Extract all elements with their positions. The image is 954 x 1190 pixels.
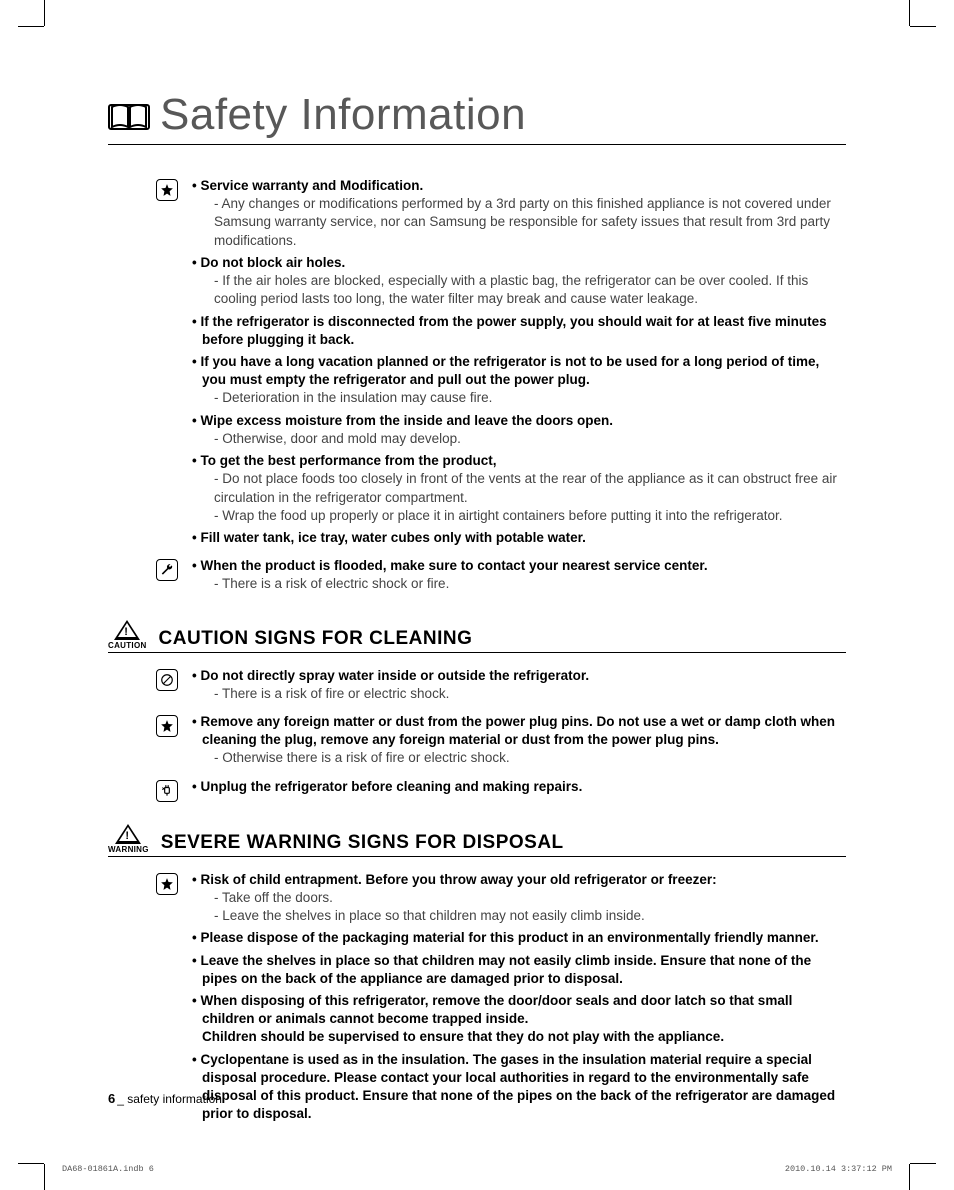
list-item: Wipe excess moisture from the inside and… <box>192 412 846 448</box>
info-block-star: Remove any foreign matter or dust from t… <box>108 713 846 772</box>
item-lead: When the product is flooded, make sure t… <box>202 558 708 573</box>
item-lead: Cyclopentane is used as in the insulatio… <box>202 1052 835 1122</box>
list-item: Unplug the refrigerator before cleaning … <box>192 778 846 796</box>
print-file: DA68-01861A.indb 6 <box>62 1164 154 1174</box>
info-block-plug: Unplug the refrigerator before cleaning … <box>108 778 846 802</box>
item-lead: Wipe excess moisture from the inside and… <box>202 413 613 428</box>
list-item: If the refrigerator is disconnected from… <box>192 313 846 349</box>
crop-mark <box>18 26 44 27</box>
page-number: 6 <box>108 1091 115 1106</box>
caution-badge: ! CAUTION <box>108 620 147 650</box>
info-block-star: Risk of child entrapment. Before you thr… <box>108 871 846 1128</box>
item-sub: - Take off the doors. <box>202 889 846 907</box>
list-item: When the product is flooded, make sure t… <box>192 557 846 593</box>
item-sub: - There is a risk of electric shock or f… <box>202 575 846 593</box>
item-sub: - Otherwise there is a risk of fire or e… <box>202 749 846 767</box>
star-icon <box>156 179 178 201</box>
item-lead: Unplug the refrigerator before cleaning … <box>202 779 582 794</box>
page-title: Safety Information <box>160 90 526 140</box>
list-item: If you have a long vacation planned or t… <box>192 353 846 408</box>
star-icon <box>156 715 178 737</box>
item-lead: If the refrigerator is disconnected from… <box>202 314 827 347</box>
prohibit-icon <box>156 669 178 691</box>
list-item: Do not directly spray water inside or ou… <box>192 667 846 703</box>
section-head-cleaning: ! CAUTION CAUTION SIGNS FOR CLEANING <box>108 620 846 653</box>
item-trail: Children should be supervised to ensure … <box>202 1028 846 1046</box>
item-sub: - Do not place foods too closely in fron… <box>202 470 846 506</box>
list-item: Remove any foreign matter or dust from t… <box>192 713 846 768</box>
section-title: SEVERE WARNING SIGNS FOR DISPOSAL <box>161 832 564 854</box>
list-item: When disposing of this refrigerator, rem… <box>192 992 846 1047</box>
item-sub: - Any changes or modifications performed… <box>202 195 846 250</box>
item-sub: - Deterioration in the insulation may ca… <box>202 389 846 407</box>
print-metadata: DA68-01861A.indb 6 2010.10.14 3:37:12 PM <box>62 1164 892 1174</box>
print-time: 2010.10.14 3:37:12 PM <box>785 1164 892 1174</box>
unplug-icon <box>156 780 178 802</box>
item-lead: When disposing of this refrigerator, rem… <box>202 993 792 1026</box>
footer-label: _ safety information <box>117 1092 222 1106</box>
info-block-prohibit: Do not directly spray water inside or ou… <box>108 667 846 707</box>
item-sub: - There is a risk of fire or electric sh… <box>202 685 846 703</box>
item-lead: Do not block air holes. <box>202 255 345 270</box>
item-lead: Service warranty and Modification. <box>202 178 423 193</box>
warning-badge: ! WARNING <box>108 824 149 854</box>
crop-mark <box>18 1163 44 1164</box>
item-lead: Please dispose of the packaging material… <box>202 930 819 945</box>
list-item: Leave the shelves in place so that child… <box>192 952 846 988</box>
page-content: Safety Information Service warranty and … <box>108 90 846 1130</box>
page-title-row: Safety Information <box>108 90 846 145</box>
list-item: Fill water tank, ice tray, water cubes o… <box>192 529 846 547</box>
list-item: Risk of child entrapment. Before you thr… <box>192 871 846 926</box>
info-block-tool: When the product is flooded, make sure t… <box>108 557 846 597</box>
crop-mark <box>909 0 910 26</box>
list-item: Do not block air holes. - If the air hole… <box>192 254 846 309</box>
item-sub: - Otherwise, door and mold may develop. <box>202 430 846 448</box>
section-title: CAUTION SIGNS FOR CLEANING <box>159 628 473 650</box>
item-sub: - Wrap the food up properly or place it … <box>202 507 846 525</box>
page-footer: 6_ safety information <box>108 1091 222 1106</box>
item-sub: - If the air holes are blocked, especial… <box>202 272 846 308</box>
item-lead: Remove any foreign matter or dust from t… <box>202 714 835 747</box>
crop-mark <box>44 0 45 26</box>
item-sub: - Leave the shelves in place so that chi… <box>202 907 846 925</box>
crop-mark <box>44 1164 45 1190</box>
badge-label: CAUTION <box>108 641 147 650</box>
list-item: Service warranty and Modification. - Any … <box>192 177 846 250</box>
item-lead: Fill water tank, ice tray, water cubes o… <box>202 530 586 545</box>
item-lead: To get the best performance from the pro… <box>202 453 497 468</box>
manual-icon <box>108 99 150 131</box>
list-item: Please dispose of the packaging material… <box>192 929 846 947</box>
star-icon <box>156 873 178 895</box>
item-lead: Do not directly spray water inside or ou… <box>202 668 589 683</box>
list-item: To get the best performance from the pro… <box>192 452 846 525</box>
section-head-disposal: ! WARNING SEVERE WARNING SIGNS FOR DISPO… <box>108 824 846 857</box>
info-block-star: Service warranty and Modification. - Any … <box>108 177 846 551</box>
badge-label: WARNING <box>108 845 149 854</box>
wrench-icon <box>156 559 178 581</box>
list-item: Cyclopentane is used as in the insulatio… <box>192 1051 846 1124</box>
item-lead: Risk of child entrapment. Before you thr… <box>202 872 717 887</box>
crop-mark <box>910 26 936 27</box>
crop-mark <box>910 1163 936 1164</box>
crop-mark <box>909 1164 910 1190</box>
item-lead: Leave the shelves in place so that child… <box>202 953 811 986</box>
item-lead: If you have a long vacation planned or t… <box>202 354 819 387</box>
